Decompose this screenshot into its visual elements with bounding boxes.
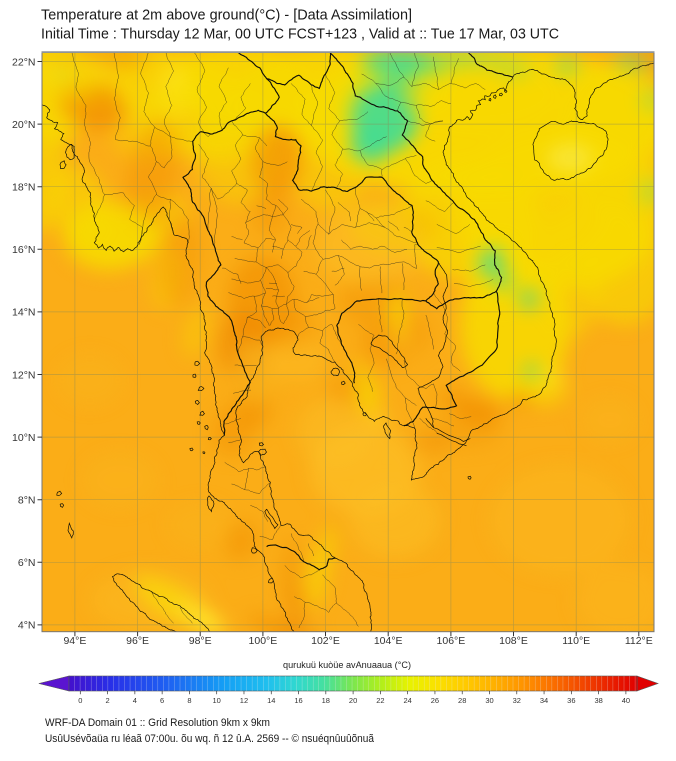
svg-text:10: 10 (213, 696, 221, 705)
svg-text:10°N: 10°N (12, 432, 35, 444)
svg-text:112°E: 112°E (625, 635, 653, 647)
svg-text:20: 20 (349, 696, 357, 705)
svg-text:Temperature at 2m above ground: Temperature at 2m above ground(°C) - [Da… (41, 8, 412, 24)
svg-text:8°N: 8°N (18, 495, 36, 507)
svg-text:104°E: 104°E (374, 635, 403, 647)
svg-text:14°N: 14°N (12, 307, 35, 319)
svg-text:40: 40 (622, 696, 630, 705)
svg-text:6°N: 6°N (18, 557, 36, 569)
svg-text:30: 30 (485, 696, 493, 705)
svg-text:110°E: 110°E (562, 635, 590, 647)
svg-text:qurukuü kuòüe avAnuaaua (°C): qurukuü kuòüe avAnuaaua (°C) (283, 660, 411, 670)
svg-text:96°E: 96°E (126, 635, 149, 647)
svg-text:18: 18 (322, 696, 330, 705)
svg-text:Initial Time : Thursday 12 Mar: Initial Time : Thursday 12 Mar, 00 UTC F… (41, 27, 559, 43)
svg-text:102°E: 102°E (311, 635, 340, 647)
svg-text:26: 26 (431, 696, 439, 705)
svg-text:14: 14 (267, 696, 275, 705)
svg-text:24: 24 (403, 696, 411, 705)
svg-text:18°N: 18°N (12, 182, 35, 194)
svg-text:4°N: 4°N (18, 620, 36, 632)
svg-text:6: 6 (160, 696, 164, 705)
svg-text:22: 22 (376, 696, 384, 705)
svg-text:34: 34 (540, 696, 548, 705)
svg-text:22°N: 22°N (12, 56, 35, 68)
svg-text:12: 12 (240, 696, 248, 705)
svg-text:100°E: 100°E (249, 635, 278, 647)
svg-text:2: 2 (105, 696, 109, 705)
svg-text:0: 0 (78, 696, 82, 705)
svg-text:32: 32 (513, 696, 521, 705)
svg-text:108°E: 108°E (499, 635, 528, 647)
svg-text:16: 16 (294, 696, 302, 705)
svg-text:16°N: 16°N (12, 244, 35, 256)
svg-text:38: 38 (594, 696, 602, 705)
svg-text:UsûUsévõaüa ru léaã 07:00u. õu: UsûUsévõaüa ru léaã 07:00u. õu wq. ñ 12 … (45, 733, 375, 745)
svg-text:8: 8 (187, 696, 191, 705)
svg-text:20°N: 20°N (12, 119, 35, 131)
svg-text:28: 28 (458, 696, 466, 705)
svg-text:WRF-DA Domain 01 :: Grid Resol: WRF-DA Domain 01 :: Grid Resolution 9km … (45, 717, 270, 729)
svg-text:94°E: 94°E (63, 635, 86, 647)
svg-text:36: 36 (567, 696, 575, 705)
svg-text:98°E: 98°E (189, 635, 212, 647)
svg-text:4: 4 (133, 696, 137, 705)
svg-text:12°N: 12°N (12, 369, 35, 381)
svg-text:106°E: 106°E (437, 635, 466, 647)
